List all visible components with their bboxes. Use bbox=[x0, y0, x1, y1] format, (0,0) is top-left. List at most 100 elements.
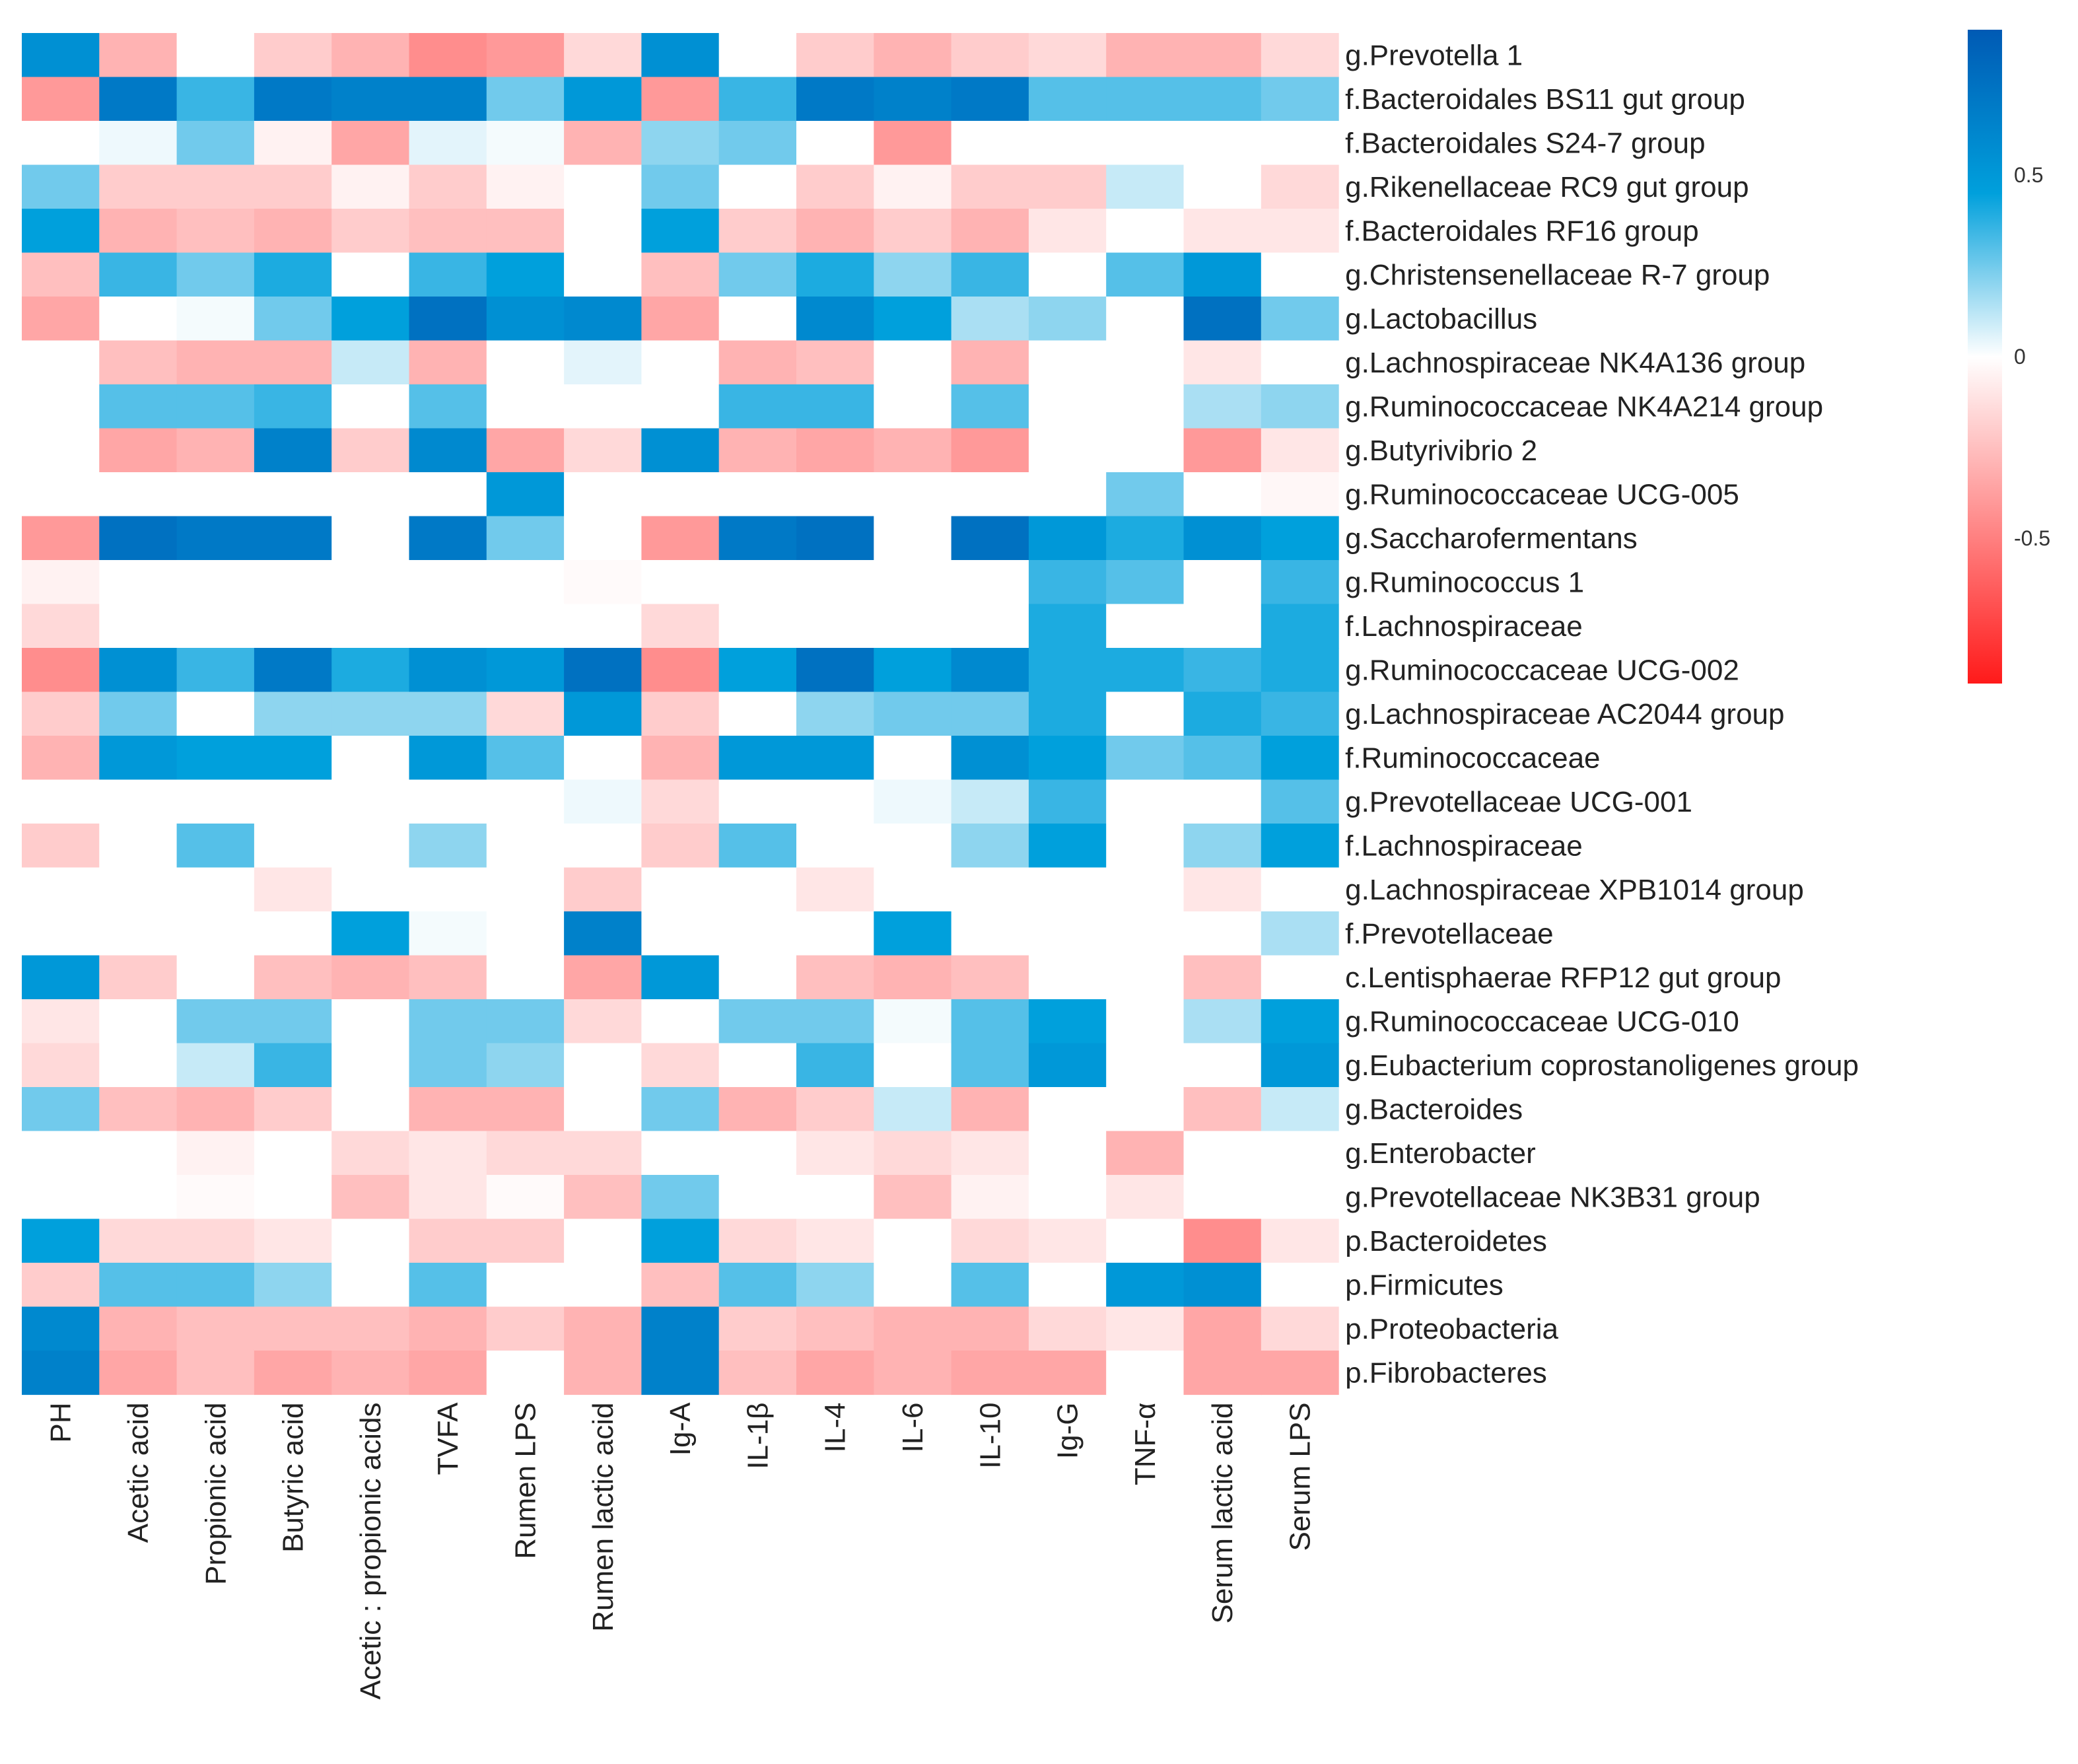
heatmap-cell bbox=[718, 911, 797, 956]
heatmap-cell bbox=[486, 999, 565, 1044]
heatmap-cell bbox=[22, 911, 100, 956]
heatmap-cell bbox=[564, 297, 642, 341]
heatmap-cell bbox=[99, 252, 178, 297]
heatmap-cell bbox=[254, 779, 332, 824]
heatmap-cell bbox=[718, 999, 797, 1044]
heatmap-cell bbox=[331, 209, 410, 254]
heatmap-cell bbox=[874, 384, 952, 429]
heatmap-cell bbox=[1028, 560, 1107, 605]
heatmap-cell bbox=[1028, 77, 1107, 122]
heatmap-cell bbox=[718, 297, 797, 341]
heatmap-cell bbox=[409, 252, 487, 297]
heatmap-cell bbox=[22, 77, 100, 122]
heatmap-cell bbox=[874, 867, 952, 912]
heatmap-cell bbox=[1106, 1043, 1185, 1088]
heatmap-cell bbox=[874, 1306, 952, 1351]
heatmap-cell bbox=[874, 1043, 952, 1088]
heatmap-cell bbox=[874, 604, 952, 649]
heatmap-cell bbox=[564, 1351, 642, 1395]
heatmap-cell bbox=[176, 604, 255, 649]
heatmap-cell bbox=[1261, 1087, 1339, 1132]
heatmap-cell bbox=[409, 867, 487, 912]
heatmap-cell bbox=[874, 1263, 952, 1308]
heatmap-cell bbox=[254, 955, 332, 1000]
heatmap-cell bbox=[22, 1175, 100, 1220]
heatmap-cell bbox=[718, 560, 797, 605]
heatmap-cell bbox=[254, 77, 332, 122]
heatmap-cell bbox=[22, 1043, 100, 1088]
heatmap-cell bbox=[951, 428, 1029, 473]
heatmap-cell bbox=[1028, 955, 1107, 1000]
heatmap-cell bbox=[22, 428, 100, 473]
heatmap-cell bbox=[951, 340, 1029, 385]
heatmap-cell bbox=[1106, 1306, 1185, 1351]
heatmap-cell bbox=[99, 209, 178, 254]
heatmap-cell bbox=[1028, 779, 1107, 824]
heatmap-cell bbox=[564, 428, 642, 473]
heatmap-cell bbox=[99, 384, 178, 429]
heatmap-cell bbox=[718, 1263, 797, 1308]
heatmap-cell bbox=[718, 428, 797, 473]
heatmap-cell bbox=[1261, 33, 1339, 78]
heatmap-cell bbox=[22, 472, 100, 517]
heatmap-cell bbox=[874, 1351, 952, 1395]
heatmap-cell bbox=[796, 77, 874, 122]
heatmap-cell bbox=[951, 648, 1029, 693]
heatmap-cell bbox=[486, 779, 565, 824]
heatmap-cell bbox=[1261, 516, 1339, 561]
heatmap-cell bbox=[254, 384, 332, 429]
heatmap-cell bbox=[641, 691, 720, 736]
heatmap-cell bbox=[718, 384, 797, 429]
heatmap-cell bbox=[409, 1263, 487, 1308]
heatmap-cell bbox=[1028, 1351, 1107, 1395]
row-label: p.Fibrobacteres bbox=[1345, 1357, 1547, 1389]
heatmap-cell bbox=[1261, 604, 1339, 649]
heatmap-cell bbox=[1183, 1131, 1262, 1176]
heatmap-cell bbox=[1261, 384, 1339, 429]
row-label: p.Bacteroidetes bbox=[1345, 1225, 1547, 1257]
heatmap-cell bbox=[22, 867, 100, 912]
heatmap-cell bbox=[1106, 33, 1185, 78]
heatmap-cell bbox=[22, 121, 100, 166]
row-label: g.Prevotellaceae UCG-001 bbox=[1345, 786, 1692, 818]
heatmap-cell bbox=[22, 560, 100, 605]
heatmap-cell bbox=[486, 1175, 565, 1220]
heatmap-cell bbox=[254, 1263, 332, 1308]
heatmap-cell bbox=[254, 604, 332, 649]
heatmap-cell bbox=[1106, 779, 1185, 824]
heatmap-cell bbox=[331, 648, 410, 693]
heatmap-cell bbox=[1106, 77, 1185, 122]
heatmap-cell bbox=[874, 1218, 952, 1263]
heatmap-cell bbox=[1183, 384, 1262, 429]
heatmap-cell bbox=[796, 428, 874, 473]
column-label: IL-4 bbox=[819, 1403, 852, 1453]
heatmap-cell bbox=[254, 691, 332, 736]
heatmap-cell bbox=[1261, 428, 1339, 473]
heatmap-cell bbox=[874, 648, 952, 693]
heatmap-cell bbox=[254, 867, 332, 912]
heatmap-cell bbox=[874, 955, 952, 1000]
heatmap-cell bbox=[409, 1306, 487, 1351]
heatmap-cell bbox=[564, 1131, 642, 1176]
row-label: g.Christensenellaceae R-7 group bbox=[1345, 259, 1770, 291]
heatmap-cell bbox=[486, 164, 565, 209]
heatmap-cell bbox=[409, 779, 487, 824]
heatmap-cell bbox=[409, 1175, 487, 1220]
heatmap-cell bbox=[1261, 736, 1339, 781]
heatmap-cell bbox=[409, 77, 487, 122]
heatmap-cell bbox=[796, 472, 874, 517]
heatmap-cell bbox=[254, 1131, 332, 1176]
heatmap-cell bbox=[1183, 428, 1262, 473]
heatmap-cell bbox=[874, 209, 952, 254]
heatmap-cell bbox=[176, 1351, 255, 1395]
heatmap-cell bbox=[1183, 1175, 1262, 1220]
column-label: Serum lactic acid bbox=[1206, 1403, 1239, 1624]
heatmap-cell bbox=[1183, 121, 1262, 166]
row-label: f.Bacteroidales BS11 gut group bbox=[1345, 83, 1745, 116]
legend-tick-label: -0.5 bbox=[2014, 526, 2050, 550]
heatmap-cell bbox=[1106, 209, 1185, 254]
heatmap-cell bbox=[1261, 648, 1339, 693]
heatmap-cell bbox=[176, 911, 255, 956]
heatmap-cell bbox=[718, 867, 797, 912]
heatmap-cell bbox=[951, 472, 1029, 517]
